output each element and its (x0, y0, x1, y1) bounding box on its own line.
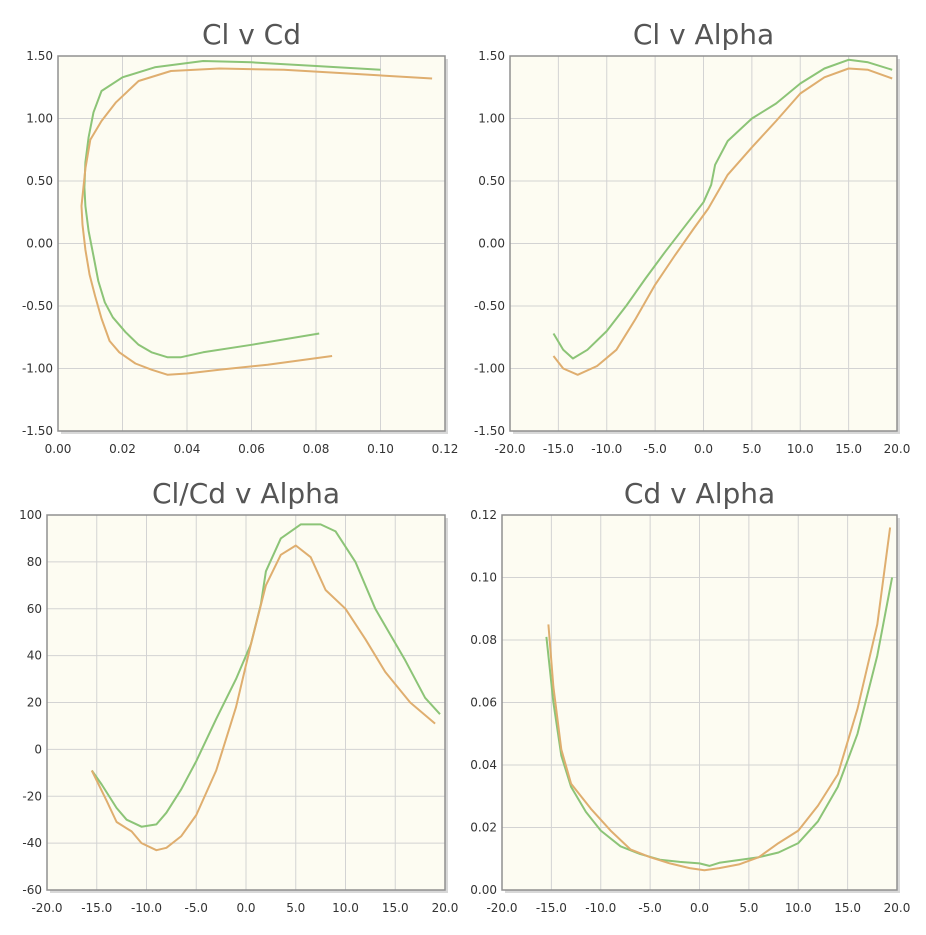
y-tick-label: -0.50 (474, 299, 505, 313)
y-tick-label: 1.00 (26, 112, 53, 126)
plot-frame (57, 55, 446, 432)
x-tick-label: -20.0 (494, 442, 525, 456)
y-tick-label: 1.50 (478, 49, 505, 63)
chart-title: Cd v Alpha (624, 477, 775, 510)
x-tick-label: 20.0 (432, 901, 459, 915)
y-tick-label: -60 (22, 883, 42, 897)
series-line-1 (545, 577, 894, 867)
y-tick-label: -20 (22, 789, 42, 803)
x-tick-label: 20.0 (884, 442, 911, 456)
x-tick-label: 10.0 (332, 901, 359, 915)
y-tick-label: 0.10 (470, 571, 497, 585)
x-tick-label: 15.0 (834, 901, 861, 915)
y-tick-label: 0.06 (470, 696, 497, 710)
x-tick-label: 0.0 (236, 901, 255, 915)
x-tick-label: -20.0 (31, 901, 62, 915)
x-tick-label: -5.0 (638, 901, 661, 915)
y-tick-label: 60 (27, 602, 42, 616)
x-tick-label: -20.0 (486, 901, 517, 915)
cl-v-cd-chart: 1.50 1.00 0.50 0.00 -0.50 -1.00 -1.50 0.00 0.02 0… (22, 18, 458, 456)
series-line-2 (90, 544, 436, 852)
x-tick-label: 15.0 (382, 901, 409, 915)
x-tick-label: 0.06 (238, 442, 265, 456)
y-tick-label: 20 (27, 696, 42, 710)
y-tick-label: 0.50 (26, 174, 53, 188)
x-tick-label: 5.0 (739, 901, 758, 915)
x-tick-label: -15.0 (543, 442, 574, 456)
y-tick-label: 80 (27, 555, 42, 569)
x-tick-label: -5.0 (643, 442, 666, 456)
y-tick-label: 1.50 (26, 49, 53, 63)
x-tick-label: -15.0 (81, 901, 112, 915)
y-tick-label: 0.00 (26, 237, 53, 251)
y-tick-label: 40 (27, 649, 42, 663)
x-tick-label: 0.08 (303, 442, 330, 456)
x-tick-label: 0.12 (432, 442, 459, 456)
series-line-1 (552, 58, 893, 360)
series-line-2 (80, 67, 433, 376)
y-tick-label: 0.08 (470, 633, 497, 647)
y-tick-label: 0.50 (478, 174, 505, 188)
x-tick-label: 20.0 (884, 901, 911, 915)
x-tick-label: 10.0 (787, 442, 814, 456)
series-line-2 (552, 67, 893, 376)
y-tick-label: -1.00 (22, 362, 53, 376)
y-tick-label: -1.00 (474, 362, 505, 376)
plot-frame (501, 514, 898, 891)
y-tick-label: 0.00 (478, 237, 505, 251)
y-tick-label: 100 (19, 508, 42, 522)
y-tick-label: 0.02 (470, 821, 497, 835)
chart-title: Cl v Alpha (633, 18, 774, 51)
x-tick-label: 0.02 (109, 442, 136, 456)
series-line-2 (547, 527, 892, 872)
x-tick-label: 10.0 (785, 901, 812, 915)
x-tick-label: -5.0 (185, 901, 208, 915)
series-line-1 (83, 60, 381, 359)
clcd-v-alpha-chart: 100 80 60 40 20 0 -20 -40 -60 -20.0 -15.0 -10.0 -5.0… (19, 477, 458, 915)
x-tick-label: -15.0 (536, 901, 567, 915)
x-tick-label: 5.0 (286, 901, 305, 915)
y-tick-label: -40 (22, 836, 42, 850)
x-tick-label: -10.0 (585, 901, 616, 915)
x-tick-label: 0.10 (367, 442, 394, 456)
y-tick-label: 1.00 (478, 112, 505, 126)
y-tick-label: -0.50 (22, 299, 53, 313)
plot-frame (509, 55, 898, 432)
x-tick-label: -10.0 (591, 442, 622, 456)
chart-title: Cl v Cd (202, 18, 301, 51)
x-tick-label: 0.0 (690, 901, 709, 915)
x-tick-label: 5.0 (742, 442, 761, 456)
chart-title: Cl/Cd v Alpha (152, 477, 340, 510)
y-tick-label: -1.50 (474, 424, 505, 438)
plot-frame (46, 514, 446, 891)
x-tick-label: 15.0 (835, 442, 862, 456)
x-tick-label: -10.0 (131, 901, 162, 915)
y-tick-label: 0.04 (470, 758, 497, 772)
cl-v-alpha-chart: 1.50 1.00 0.50 0.00 -0.50 -1.00 -1.50 -20.0 -15.… (474, 18, 910, 456)
x-tick-label: 0.0 (694, 442, 713, 456)
y-tick-label: 0 (34, 742, 42, 756)
x-tick-label: 0.04 (174, 442, 201, 456)
x-tick-label: 0.00 (45, 442, 72, 456)
y-tick-label: -1.50 (22, 424, 53, 438)
y-tick-label: 0.12 (470, 508, 497, 522)
cd-v-alpha-chart: 0.12 0.10 0.08 0.06 0.04 0.02 0.00 -20.0 -15.0 -1… (470, 477, 910, 915)
y-tick-label: 0.00 (470, 883, 497, 897)
